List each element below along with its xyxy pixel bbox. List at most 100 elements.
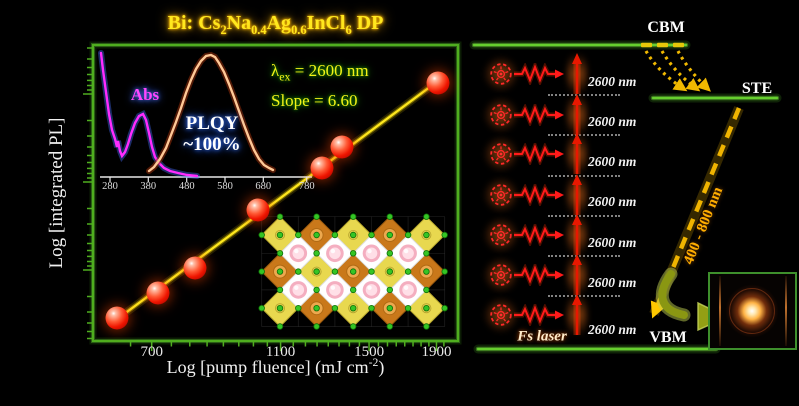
lens-flare-line-right xyxy=(785,276,787,346)
center-atom xyxy=(313,231,320,239)
cl-atom xyxy=(295,268,302,275)
cl-atom xyxy=(386,250,393,257)
cl-atom xyxy=(258,305,265,312)
x-tick-label: 1100 xyxy=(265,344,296,360)
atom-icon xyxy=(490,264,512,286)
excitation-wavelength-label: 2600 nm xyxy=(588,194,637,209)
lens-flare-line-left xyxy=(719,276,721,346)
atom-icon xyxy=(490,143,512,165)
fit-line xyxy=(110,76,444,325)
cl-atom xyxy=(258,231,265,239)
center-atom xyxy=(350,268,357,275)
atom-icon xyxy=(490,103,512,126)
x-axis-label: Log [pump fluence] (mJ cm-2) xyxy=(166,356,385,377)
abs-curve xyxy=(99,51,199,178)
cl-atom xyxy=(276,213,284,220)
atom-icon xyxy=(490,183,512,206)
emission-spot xyxy=(725,284,779,338)
cl-atom xyxy=(276,286,284,294)
cl-atom xyxy=(313,213,320,220)
electron-dash xyxy=(657,42,668,48)
excitation-wavelength-label: 2600 nm xyxy=(588,154,637,169)
cl-atom xyxy=(423,213,430,220)
center-atom xyxy=(386,305,393,312)
cl-atom xyxy=(276,323,284,330)
excitation-wavelength-label: 2600 nm xyxy=(588,322,637,337)
cl-atom xyxy=(295,305,302,312)
y-axis-label: Log [integrated PL] xyxy=(46,117,67,269)
plqy-label: PLQY ~100% xyxy=(183,113,240,155)
excitation-wavelength-label: 2600 nm xyxy=(588,74,637,89)
data-point-sphere xyxy=(426,71,450,95)
inset-tick-label: 580 xyxy=(217,181,233,192)
cl-atom xyxy=(313,323,320,330)
cl-atom xyxy=(313,250,320,257)
photon-arrow-icon xyxy=(514,224,564,246)
inset-tick-label: 780 xyxy=(298,181,315,192)
cl-atom xyxy=(368,231,375,239)
relaxation-dotted-arrow xyxy=(644,50,688,92)
photon-arrow-icon xyxy=(514,103,564,126)
center-atom xyxy=(423,268,430,275)
center-atom xyxy=(350,305,357,312)
vbm-label: VBM xyxy=(649,329,687,346)
excitation-up-arrow xyxy=(572,294,582,335)
cl-atom xyxy=(350,213,357,220)
cl-atom xyxy=(331,268,339,275)
figure-title: Bi: Cs2Na0.4Ag0.6InCl6 DP xyxy=(167,12,384,37)
photon-arrow-icon xyxy=(514,304,564,326)
cl-atom xyxy=(441,231,448,239)
cl-atom xyxy=(368,305,375,312)
main-plot-graphics xyxy=(83,41,462,351)
center-atom xyxy=(313,268,320,275)
inset-tick-label: 380 xyxy=(140,181,157,192)
cl-atom xyxy=(331,231,339,239)
cl-atom xyxy=(386,323,393,330)
data-point-sphere xyxy=(246,198,270,222)
data-point-sphere xyxy=(310,156,334,180)
center-atom xyxy=(423,305,430,312)
emission-photo-inset xyxy=(708,272,797,350)
cl-atom xyxy=(404,231,412,239)
x-axis-ticks xyxy=(129,342,445,351)
atom-icon xyxy=(490,224,512,246)
relaxation-dotted-arrow xyxy=(676,50,711,92)
x-tick-label: 1900 xyxy=(421,344,452,360)
cl-atom xyxy=(386,213,393,220)
cl-atom xyxy=(350,323,357,330)
plqy-value: ~100% xyxy=(183,134,241,155)
cl-atom xyxy=(258,268,265,275)
cl-atom xyxy=(276,250,284,257)
cl-atom xyxy=(404,305,412,312)
cbm-label: CBM xyxy=(647,19,685,36)
cl-atom xyxy=(404,268,412,275)
center-atom xyxy=(386,268,393,275)
photo-curved-arrow xyxy=(658,270,688,319)
spectra-inset-graphics xyxy=(98,50,312,182)
abs-curve-label: Abs xyxy=(130,85,160,104)
photon-arrow-icon xyxy=(514,264,564,286)
excitation-wavelength-label: 2600 nm xyxy=(588,235,637,250)
cl-atom xyxy=(386,286,393,294)
cl-atom xyxy=(441,305,448,312)
center-atom xyxy=(276,231,284,239)
inset-tick-label: 480 xyxy=(178,181,195,192)
data-point-sphere xyxy=(330,135,354,159)
crystal-structure-inset xyxy=(258,213,448,330)
ste-label: STE xyxy=(741,80,773,97)
electron-dash xyxy=(641,42,652,48)
excitation-wavelength-label: 2600 nm xyxy=(588,114,637,129)
inset-tick-label: 680 xyxy=(255,181,272,192)
energy-diagram-graphics xyxy=(469,40,782,354)
cl-atom xyxy=(423,323,430,330)
cl-atom xyxy=(423,286,430,294)
cl-atom xyxy=(423,250,430,257)
cl-atom xyxy=(295,231,302,239)
y-axis-ticks xyxy=(83,47,92,340)
plqy-text: PLQY xyxy=(185,113,239,134)
data-point-sphere xyxy=(146,281,170,305)
center-atom xyxy=(276,268,284,275)
center-atom xyxy=(386,231,393,239)
